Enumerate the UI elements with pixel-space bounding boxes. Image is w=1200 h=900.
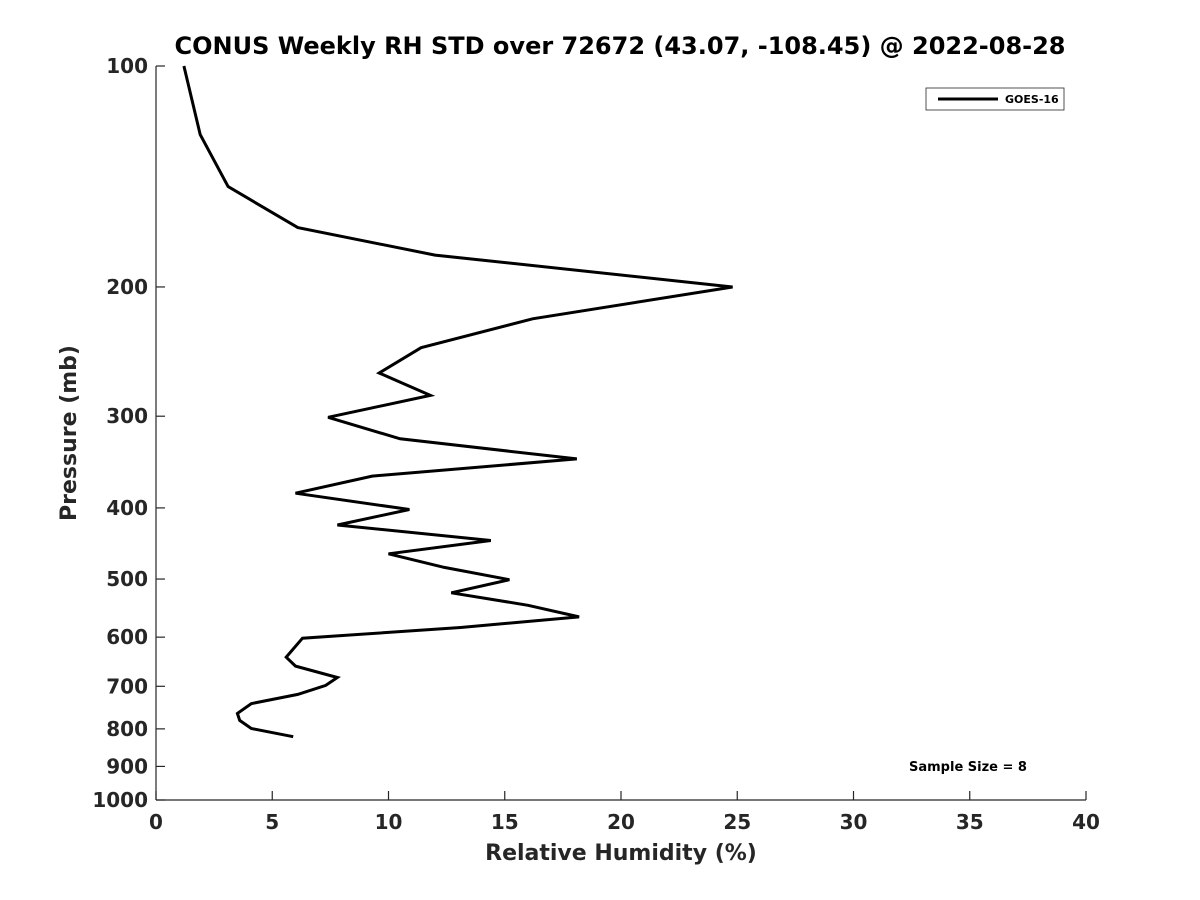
y-tick-label: 100 [106,54,148,78]
y-ticks: 100 200 300 400 500 600 700 800 900 1000 [92,54,165,812]
x-tick-label: 15 [491,810,519,834]
x-tick-label: 5 [265,810,279,834]
x-ticks: 0 5 10 15 20 25 30 35 40 [149,791,1100,834]
legend-label-goes-16: GOES-16 [1005,93,1059,106]
chart-title: CONUS Weekly RH STD over 72672 (43.07, -… [174,32,1065,60]
x-tick-label: 40 [1072,810,1100,834]
x-tick-label: 0 [149,810,163,834]
x-tick-label: 25 [723,810,751,834]
x-tick-label: 20 [607,810,635,834]
x-axis-label: Relative Humidity (%) [485,841,757,866]
y-axis-label: Pressure (mb) [57,345,82,521]
x-tick-label: 10 [375,810,403,834]
y-tick-label: 500 [106,567,148,591]
y-tick-label: 700 [106,674,148,698]
x-tick-label: 35 [956,810,984,834]
y-tick-label: 300 [106,404,148,428]
axes [155,66,1086,801]
y-tick-label: 800 [106,717,148,741]
x-tick-label: 30 [840,810,868,834]
sample-size-annotation: Sample Size = 8 [909,760,1027,775]
legend: GOES-16 [925,87,1065,111]
y-tick-label: 1000 [92,788,148,812]
series-lines [182,65,733,739]
y-tick-label: 400 [106,496,148,520]
series-line-goes-16 [182,65,733,739]
y-tick-label: 600 [106,625,148,649]
y-tick-label: 200 [106,275,148,299]
y-tick-label: 900 [106,754,148,778]
